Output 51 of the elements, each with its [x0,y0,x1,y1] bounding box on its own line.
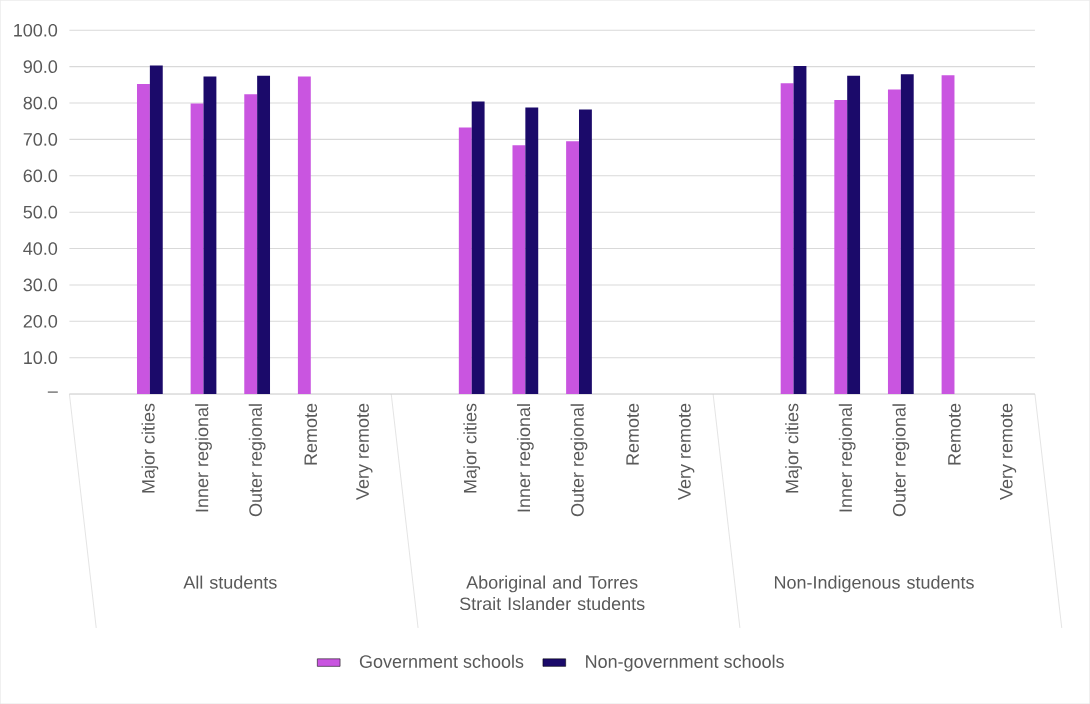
y-tick-label: 40.0 [23,242,58,255]
x-tick-label: Remote [304,403,318,465]
bar [834,100,848,394]
x-tick-label: Major cities [141,403,159,493]
bar [257,75,271,394]
bar [471,101,485,394]
y-tick-label: 80.0 [23,96,58,110]
x-tick-label: Outer regional [570,404,588,517]
bar [203,76,217,394]
x-tick-label: Major cities [785,403,802,493]
x-tick-label: Inner regional [838,404,856,512]
x-tick-label: Outer regional [892,404,910,517]
bar [525,107,539,394]
x-tick-label: Inner regional [516,404,534,512]
legend-label: Government schools [359,654,524,668]
y-tick-label: 90.0 [23,60,58,73]
bar [244,94,258,394]
bar [578,109,592,394]
bar [887,89,901,394]
bar [190,103,204,394]
bar [780,83,794,394]
bar [297,76,311,394]
x-tick-label: Remote [948,403,961,465]
bar [941,75,955,394]
bar [512,145,526,394]
x-tick-label: Very remote [678,403,695,500]
y-tick-label: 60.0 [23,169,58,183]
x-tick-label: Remote [626,403,639,465]
bar [566,141,579,394]
x-tick-label: Major cities [463,403,481,493]
x-tick-label: Inner regional [195,404,212,512]
bar [847,75,861,394]
x-tick-label: Very remote [356,403,373,500]
legend-label: Non-government schools [586,654,784,672]
x-tick-label: Very remote [1000,403,1017,500]
y-tick-label: – [47,391,58,393]
y-tick-label: 10.0 [24,351,58,364]
text: Aboriginal and Torres Strait Islander students [459,575,645,611]
y-tick-label: 30.0 [23,278,58,292]
text: Non-Indigenous students [774,575,974,593]
bar [149,65,163,394]
y-tick-label: 70.0 [23,132,58,146]
y-tick-label: 50.0 [23,205,58,219]
bar [793,65,807,394]
bar [900,74,914,394]
y-tick-label: 100.0 [14,23,58,37]
x-tick-label: Outer regional [248,404,266,517]
bar [458,127,472,394]
y-tick-label: 20.0 [23,314,58,328]
bar [136,84,150,394]
text: All students [183,575,277,589]
